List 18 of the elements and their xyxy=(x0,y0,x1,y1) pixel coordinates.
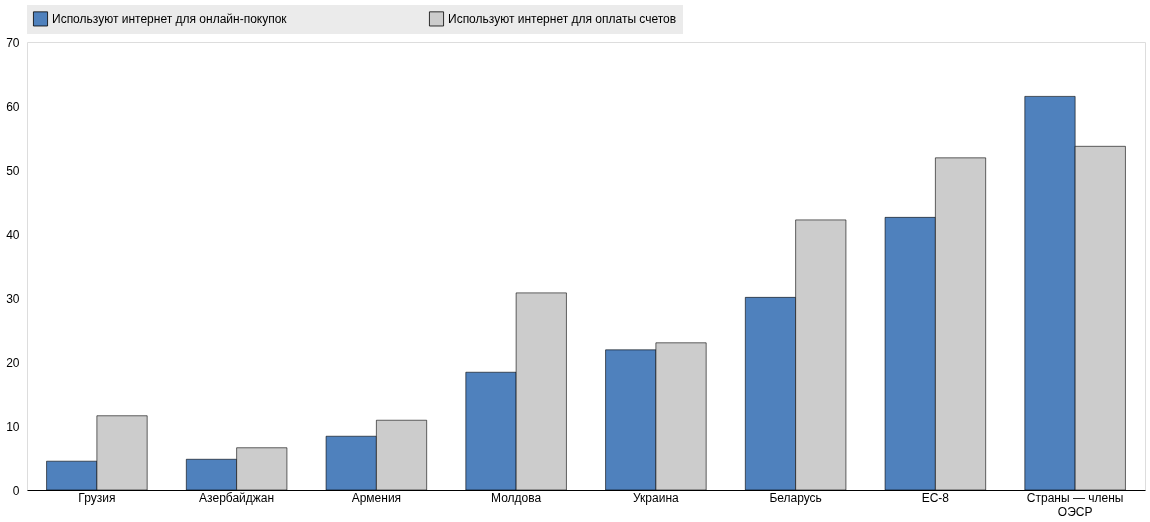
x-tick-label: Страны — члены ОЭСР xyxy=(1026,490,1124,519)
y-tick-label: 60 xyxy=(6,99,20,114)
y-tick-label: 0 xyxy=(12,483,20,498)
x-tick-label: Армения xyxy=(351,490,402,505)
legend-label: Используют интернет для онлайн-покупок xyxy=(52,11,288,26)
x-tick-label: Беларусь xyxy=(769,490,822,505)
y-tick-label: 30 xyxy=(6,291,20,306)
y-tick-label: 70 xyxy=(6,35,20,50)
y-tick-label: 10 xyxy=(6,419,20,434)
x-tick-label: Азербайджан xyxy=(199,490,275,505)
legend-label: Используют интернет для оплаты счетов xyxy=(448,11,677,26)
x-tick-label: Молдова xyxy=(491,490,542,505)
x-tick-label: ЕС-8 xyxy=(921,490,950,505)
x-tick-label: Украина xyxy=(633,490,680,505)
y-tick-label: 20 xyxy=(6,355,20,370)
x-tick-label: Грузия xyxy=(78,490,116,505)
y-tick-label: 50 xyxy=(6,163,20,178)
y-tick-label: 40 xyxy=(6,227,20,242)
